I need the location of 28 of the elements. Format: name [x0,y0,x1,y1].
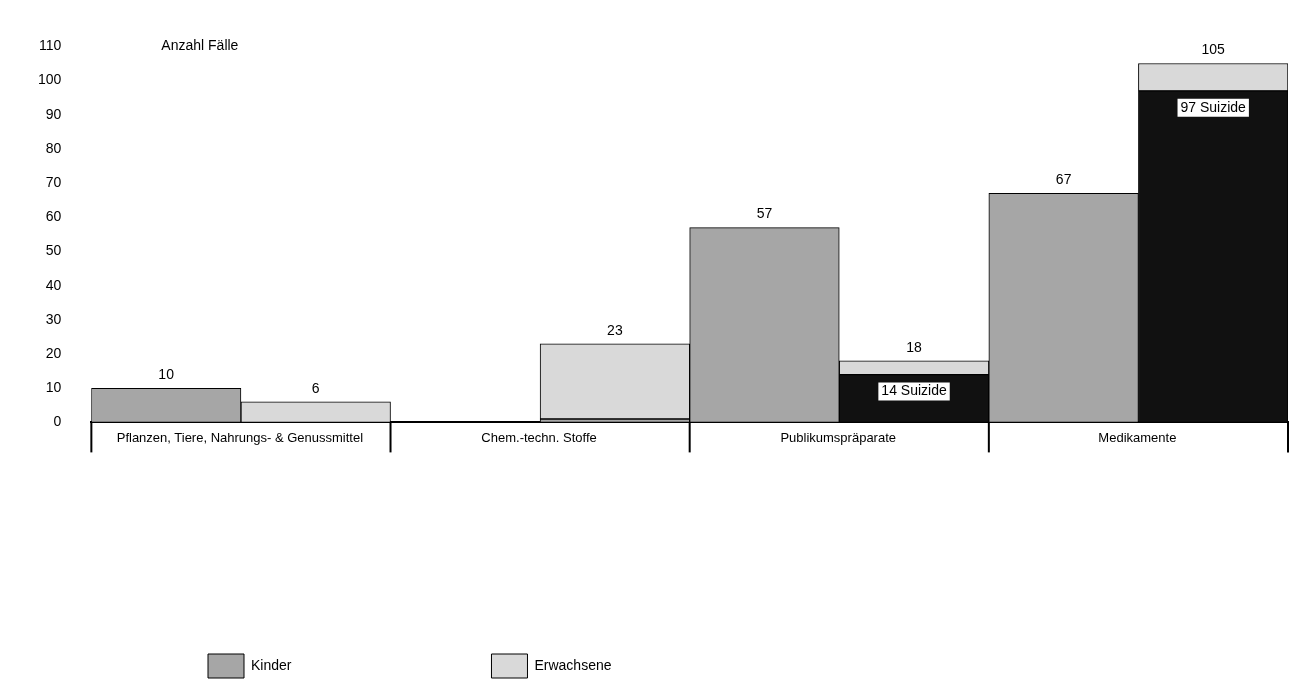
y-tick-label: 90 [45,105,62,122]
total-label: 6 [311,379,320,396]
total-label: 23 [607,321,623,338]
y-tick-label: 10 [45,379,62,396]
y-tick-label: 60 [45,208,62,225]
x-tick-label: Medikamente [1098,429,1177,445]
total-label: 57 [756,205,773,222]
data-label: 97 Suizide [1180,98,1247,115]
total-label: 105 [1201,41,1226,58]
y-tick-label: 80 [45,139,62,156]
y-tick-label: 30 [45,310,62,327]
total-label: 18 [906,338,923,355]
legend-label: Kinder [251,656,292,673]
legend-label: Erwachsene [534,656,612,673]
x-tick-label: Publikumspräparate [780,429,897,445]
data-label: 14 Suizide [881,382,947,399]
total-label: 67 [1055,171,1072,188]
y-tick-label: 110 [39,37,62,54]
x-tick-label: Pflanzen, Tiere, Nahrungs- & Genussmittel [116,429,364,445]
y-tick-label: 0 [53,413,62,430]
x-tick-label: Chem.-techn. Stoffe [481,429,597,445]
y-tick-label: 70 [45,173,62,190]
total-label: 10 [158,366,175,383]
y-tick-label: 100 [38,71,62,88]
y-axis-title: Anzahl Fälle [161,37,239,54]
y-tick-label: 20 [45,344,62,361]
y-tick-label: 50 [45,242,62,259]
y-tick-label: 40 [45,276,62,293]
